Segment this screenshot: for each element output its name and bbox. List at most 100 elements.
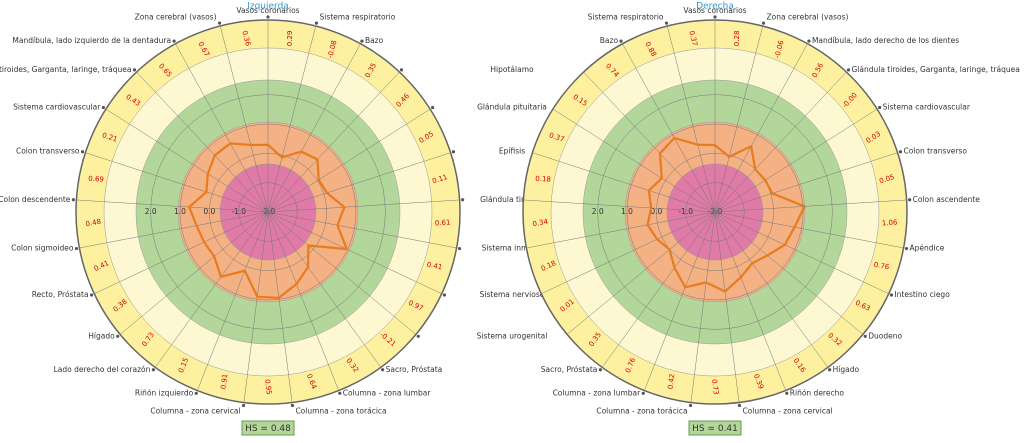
r-tick-label: 0.0 [650,207,662,216]
value-label: 0.41 [426,261,443,272]
category-label: Lado derecho del corazón [54,365,151,374]
spoke [79,211,269,249]
hs-box [688,420,742,436]
label-dot [442,293,447,297]
r-tick-label: -1.0 [231,207,246,216]
label-dot [151,368,155,372]
label-dot [217,21,222,25]
category-label: Colon descendente [0,195,71,204]
spoke [267,211,382,368]
spoke [220,25,269,213]
spoke [583,71,716,213]
spoke [644,211,716,391]
spoke [267,211,457,249]
label-dot [74,246,79,251]
value-label: 0.18 [535,175,551,184]
value-label: 1.06 [882,218,899,227]
r-tick-label: 1.0 [621,207,633,216]
spoke [714,211,889,294]
spoke [714,43,808,213]
category-label: Columna - zona lumbar [553,388,642,397]
category-label: Zona cerebral (vasos) [135,12,217,21]
value-label: 0.76 [873,261,890,272]
spoke [622,43,716,213]
spoke [243,211,269,403]
value-label: 0.61 [435,219,451,228]
category-label: Sistema respiratorio [319,12,395,21]
value-label: 0.91 [220,373,230,389]
chart-title: Derecha [696,2,734,12]
spoke [76,199,269,213]
category-label: Vasos coronarios [683,6,746,15]
spoke [714,211,740,403]
value-label: 0.69 [88,175,104,184]
label-dot [290,403,295,408]
label-dot [101,105,105,110]
spoke [714,211,786,391]
label-dot [761,21,766,25]
value-label: 0.48 [85,218,102,229]
label-dot [172,39,176,43]
value-label: 0.29 [286,31,294,47]
category-label: Columna - zona cervical [150,406,240,415]
spoke [690,211,716,403]
spoke [714,199,907,213]
category-label: Sistema respiratorio [588,12,664,21]
label-dot [904,246,909,251]
r-tick-label: 2.0 [145,207,157,216]
spoke [267,43,361,213]
category-label: Hígado [88,331,115,340]
label-dot [314,21,319,25]
spoke [267,25,316,213]
category-label: Colon transverso [903,147,967,156]
spoke [267,152,451,213]
spoke [714,25,763,213]
value-label: 0.34 [532,217,549,228]
spoke [714,71,847,213]
label-dot [898,150,903,154]
value-label: 0.28 [733,31,741,47]
spoke [267,211,417,335]
label-dot [807,39,811,43]
category-label: Glándula tiroides [480,195,544,204]
spoke [119,211,269,335]
category-label: Apéndice [910,244,945,253]
label-dot [863,334,867,338]
data-line [187,142,349,299]
category-label: Mandíbula, lado derecho de los dientes [812,36,959,45]
category-label: Recto, Próstata [32,290,89,299]
label-dot [416,334,420,338]
data-line [646,136,807,293]
label-dot [381,368,385,372]
label-dot [737,403,742,408]
label-dot [89,293,94,297]
label-dot [71,198,75,202]
label-dot [664,21,669,25]
category-label: Sistema urogenital [477,331,548,340]
value-label: 0.42 [667,373,677,389]
spoke [714,211,904,249]
spoke [94,211,269,294]
category-label: Sistema nervioso [480,290,545,299]
spoke [154,211,269,368]
label-dot [338,391,342,395]
label-dot [908,198,912,202]
spoke [526,211,716,249]
category-label: Hígado [833,365,860,374]
label-dot [688,403,693,408]
value-label: 0.37 [687,30,699,47]
category-label: Epífisis [499,147,525,156]
hs-label: HS = 0.41 [692,424,738,434]
label-dot [641,391,645,395]
label-dot [116,334,120,338]
spoke [267,211,339,391]
spoke [714,211,829,368]
label-dot [194,391,198,395]
r-tick-label: 2.0 [592,207,604,216]
label-dot [619,39,623,43]
label-dot [713,15,717,19]
r-tick-label: 1.0 [174,207,186,216]
spoke [601,211,716,368]
spoke [85,152,269,213]
